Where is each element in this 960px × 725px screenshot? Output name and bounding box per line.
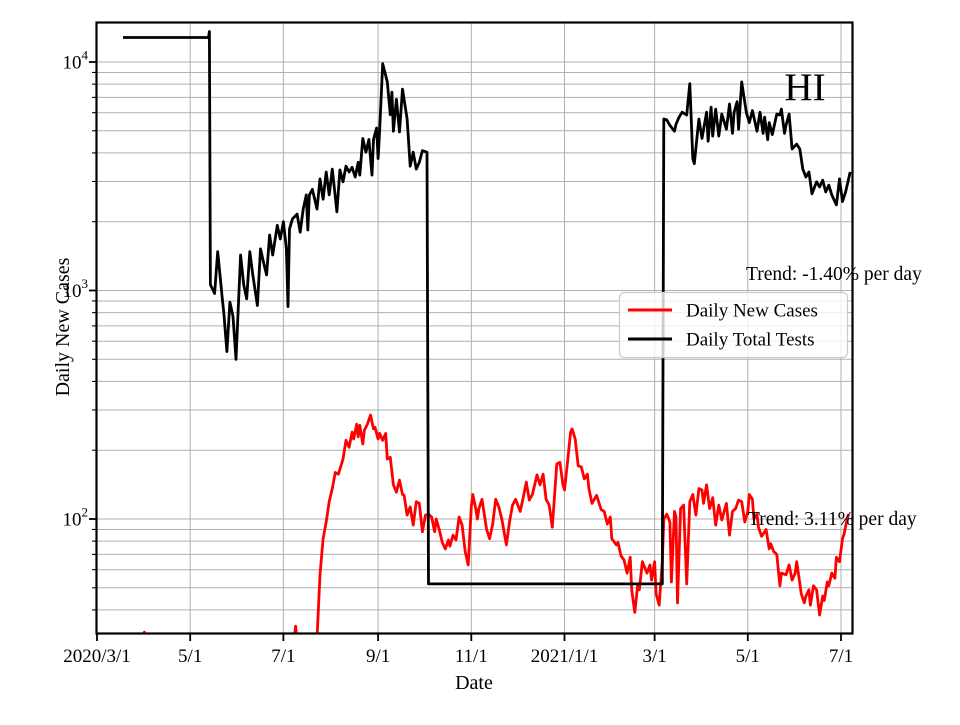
x-tick-label: 5/1 xyxy=(736,646,760,667)
state-annotation: HI xyxy=(784,66,825,109)
series-daily-new-cases-line xyxy=(142,413,850,634)
y-axis-label: Daily New Cases xyxy=(52,257,74,396)
x-tick-label: 2021/1/1 xyxy=(531,646,599,667)
trend-tests-annotation: Trend: -1.40% per day xyxy=(746,264,922,285)
x-tick-label: 5/1 xyxy=(178,646,202,667)
x-tick-label: 3/1 xyxy=(642,646,666,667)
series-daily-total-tests-line xyxy=(123,30,852,586)
trend-cases-annotation: Trend: 3.11% per day xyxy=(748,509,917,530)
x-tick-label: 2020/3/1 xyxy=(63,646,131,667)
legend-label-daily-total-tests: Daily Total Tests xyxy=(686,330,815,351)
plot-border xyxy=(95,21,854,635)
y-tick-label: 104 xyxy=(63,48,89,74)
x-tick-label: 7/1 xyxy=(829,646,853,667)
x-tick-label: 11/1 xyxy=(455,646,488,667)
x-tick-label: 9/1 xyxy=(366,646,390,667)
x-axis-label: Date xyxy=(455,672,493,694)
legend-box xyxy=(618,291,849,359)
legend[interactable]: Daily New Cases Daily Total Tests xyxy=(618,291,849,359)
legend-label-daily-new-cases: Daily New Cases xyxy=(686,301,818,322)
y-tick-label: 102 xyxy=(63,505,89,531)
axis-ticks xyxy=(89,61,842,641)
x-tick-label: 7/1 xyxy=(271,646,295,667)
